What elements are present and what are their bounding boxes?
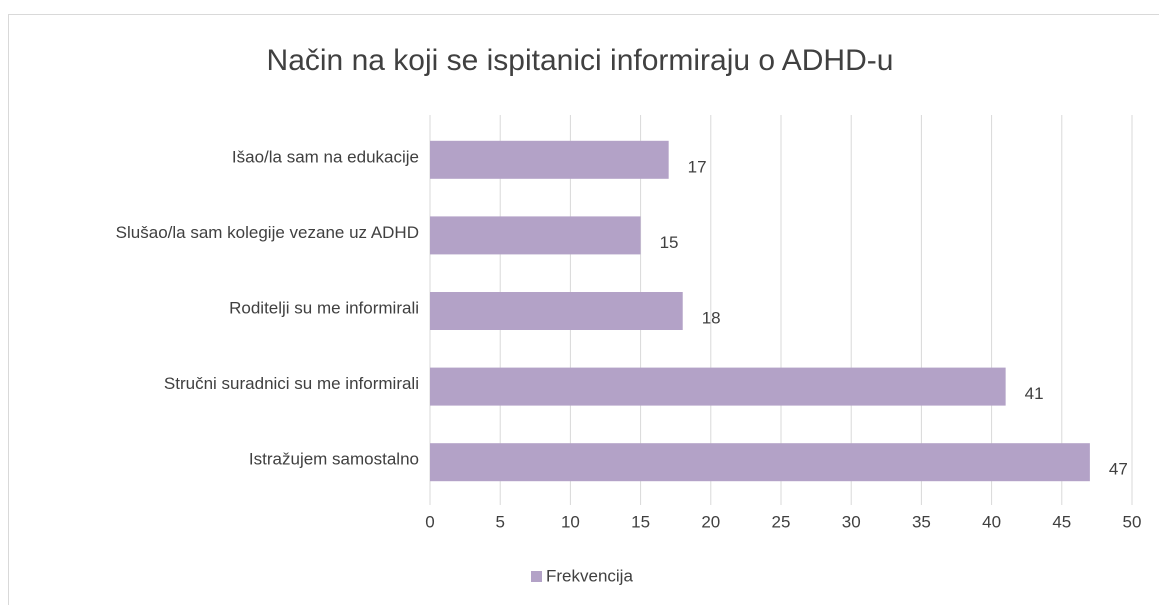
data-label: 17: [688, 157, 707, 176]
y-tick-label: Slušao/la sam kolegije vezane uz ADHD: [116, 223, 419, 242]
chart-title: Način na koji se ispitanici informiraju …: [267, 44, 894, 77]
legend-label: Frekvencija: [546, 566, 633, 585]
x-tick-label: 25: [772, 512, 791, 531]
x-tick-label: 35: [912, 512, 931, 531]
y-tick-label: Išao/la sam na edukacije: [232, 147, 419, 166]
x-tick-label: 5: [495, 512, 504, 531]
data-label: 47: [1109, 460, 1128, 479]
legend-swatch: [531, 571, 542, 582]
data-label: 41: [1025, 384, 1044, 403]
data-label: 15: [660, 233, 679, 252]
bar: [430, 367, 1006, 406]
y-tick-label: Istražujem samostalno: [249, 450, 419, 469]
bar: [430, 443, 1090, 482]
x-tick-label: 45: [1052, 512, 1071, 531]
x-tick-label: 10: [561, 512, 580, 531]
x-tick-label: 0: [425, 512, 434, 531]
bar: [430, 292, 683, 330]
x-tick-label: 50: [1123, 512, 1142, 531]
x-tick-label: 20: [701, 512, 720, 531]
x-tick-label: 30: [842, 512, 861, 531]
y-tick-label: Roditelji su me informirali: [229, 298, 419, 317]
bar: [430, 216, 641, 255]
x-tick-label: 40: [982, 512, 1001, 531]
bar: [430, 140, 669, 179]
x-tick-label: 15: [631, 512, 650, 531]
data-label: 18: [702, 308, 721, 327]
y-tick-label: Stručni suradnici su me informirali: [164, 374, 419, 393]
